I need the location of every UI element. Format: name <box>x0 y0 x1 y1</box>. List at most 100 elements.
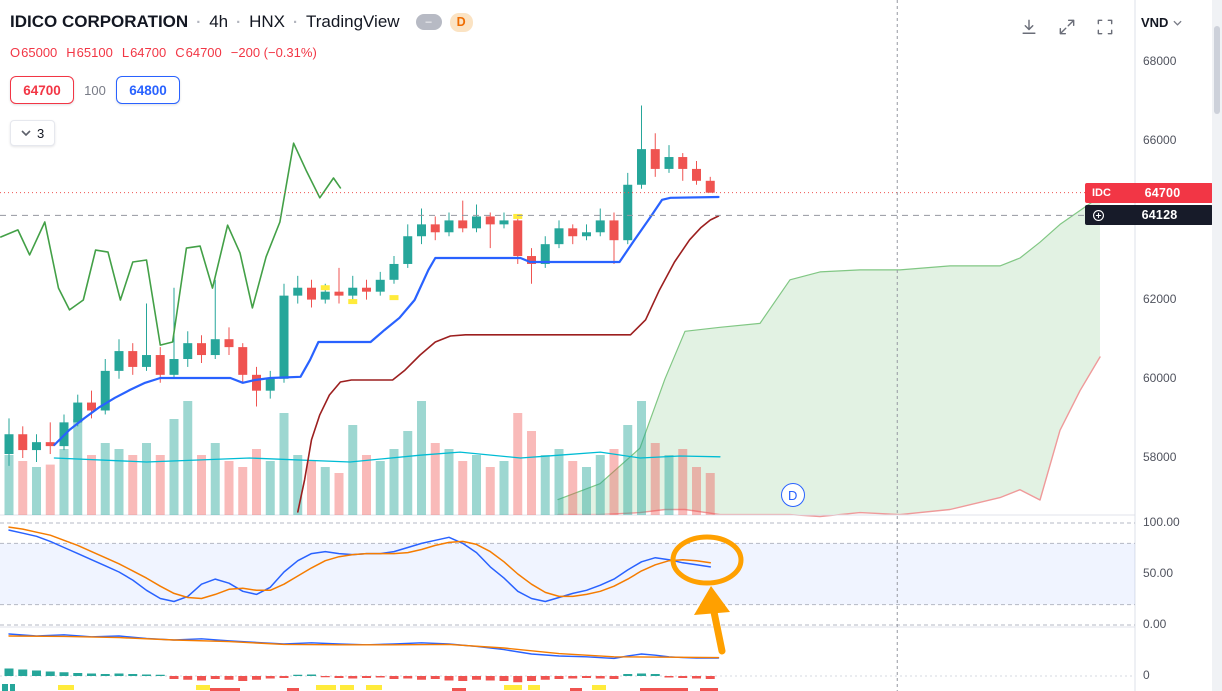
volume-bar <box>169 419 179 515</box>
candle <box>664 157 674 169</box>
currency-selector[interactable]: VND <box>1141 15 1183 30</box>
volume-bar <box>403 431 413 515</box>
download-button[interactable] <box>1014 12 1044 42</box>
candle <box>114 351 124 371</box>
highlight-mark <box>348 299 358 305</box>
volume-bar <box>362 455 371 515</box>
macd-histogram-bar <box>142 674 151 676</box>
bottom-mark-red <box>700 688 718 691</box>
close-value: 64700 <box>185 45 222 60</box>
interval-label[interactable]: 4h <box>209 12 229 31</box>
volume-bar <box>18 461 28 515</box>
candle <box>637 149 646 185</box>
volume-bar <box>265 461 275 515</box>
macd-histogram-bar <box>210 676 220 679</box>
trend-darkred-line <box>296 215 720 513</box>
candle <box>540 244 550 264</box>
fullscreen-button[interactable] <box>1090 12 1120 42</box>
macd-histogram-bar <box>362 676 371 678</box>
low-label: L <box>121 45 130 60</box>
bottom-mark-yellow <box>504 685 522 690</box>
volume-bar <box>334 473 344 515</box>
resolution-letter: D <box>456 15 466 29</box>
bottom-mark-red <box>640 688 688 691</box>
candle <box>362 287 371 292</box>
maximize-pane-button[interactable] <box>1052 12 1082 42</box>
volume-bar <box>238 467 248 515</box>
volume-bar <box>252 449 261 515</box>
dash-icon: – <box>425 16 432 28</box>
macd-histogram-bar <box>224 676 234 680</box>
bottom-mark-yellow <box>196 685 210 690</box>
volume-bar <box>320 467 330 515</box>
chart-legend: IDICO CORPORATION · 4h · HNX · TradingVi… <box>10 0 473 146</box>
scrollbar-thumb[interactable] <box>1214 26 1220 114</box>
volume-bar <box>114 449 124 515</box>
low-value: 64700 <box>130 45 167 60</box>
macd-histogram-bar <box>265 676 275 679</box>
bottom-mark-teal <box>2 684 8 691</box>
chevron-down-icon <box>1173 20 1183 26</box>
price-axis[interactable]: 68000 66000 62000 60000 58000 100.00 50.00 0.00… <box>1135 0 1215 691</box>
candle <box>18 434 28 451</box>
candle <box>705 180 715 193</box>
compare-toggle-badge[interactable]: – <box>415 14 442 30</box>
axis-label: 60000 <box>1143 370 1177 385</box>
candle <box>87 402 96 411</box>
macd-histogram-bar <box>499 676 509 681</box>
macd-histogram-bar <box>650 674 660 676</box>
macd-histogram-bar <box>197 676 206 681</box>
candle <box>389 263 399 280</box>
candle <box>472 216 481 229</box>
volume-bar <box>279 413 289 515</box>
axis-label: 0.00 <box>1143 617 1167 631</box>
candle <box>499 220 509 225</box>
candle <box>183 343 193 359</box>
macd-histogram-bar <box>692 676 701 679</box>
circle-plus-icon <box>1093 209 1104 221</box>
symbol-title-row: IDICO CORPORATION · 4h · HNX · TradingVi… <box>10 12 473 32</box>
macd-histogram-bar <box>444 676 454 681</box>
macd-histogram-bar <box>403 676 413 679</box>
exchange-label[interactable]: HNX <box>249 12 286 31</box>
sell-button[interactable]: 64700 <box>10 76 74 104</box>
volume-bar <box>650 443 660 515</box>
candle <box>32 442 41 451</box>
macd-histogram-bar <box>87 673 96 676</box>
ichimoku-cloud <box>558 196 1100 517</box>
volume-bar <box>485 467 495 515</box>
separator: · <box>196 13 202 31</box>
hand-drawn-arrow-head <box>694 586 730 615</box>
volume-bar <box>73 419 83 515</box>
candle <box>169 359 179 375</box>
symbol-title[interactable]: IDICO CORPORATION <box>10 12 189 31</box>
zigzag-line <box>0 142 342 346</box>
candle <box>623 184 633 241</box>
macd-histogram-bar <box>389 676 399 679</box>
bottom-mark-yellow <box>366 685 382 690</box>
candle <box>265 378 275 391</box>
candle <box>252 374 261 391</box>
bottom-mark-yellow <box>592 685 606 690</box>
volume-bar <box>210 443 220 515</box>
object-tree-button[interactable]: 3 <box>10 120 56 146</box>
daily-resolution-badge[interactable]: D <box>449 12 473 32</box>
candle <box>513 220 523 257</box>
macd-histogram-bar <box>128 674 138 676</box>
macd-histogram-bar <box>664 676 674 678</box>
hand-drawn-arrow-shaft <box>710 608 726 655</box>
dividend-marker[interactable]: D <box>780 483 805 508</box>
quantity-field[interactable]: 100 <box>84 82 106 98</box>
platform-label[interactable]: TradingView <box>306 12 400 31</box>
ohlc-row: O 65000 H 65100 L 64700 C 64700 −200 (−0.31%… <box>10 45 473 60</box>
volume-bar <box>293 455 303 515</box>
candle <box>293 287 303 296</box>
volume-bar <box>472 455 481 515</box>
candle <box>527 256 536 264</box>
scrollbar[interactable] <box>1212 0 1222 691</box>
volume-bar <box>527 431 536 515</box>
volume-bar <box>128 455 138 515</box>
buy-button[interactable]: 64800 <box>116 76 180 104</box>
axis-label: 68000 <box>1143 54 1177 68</box>
